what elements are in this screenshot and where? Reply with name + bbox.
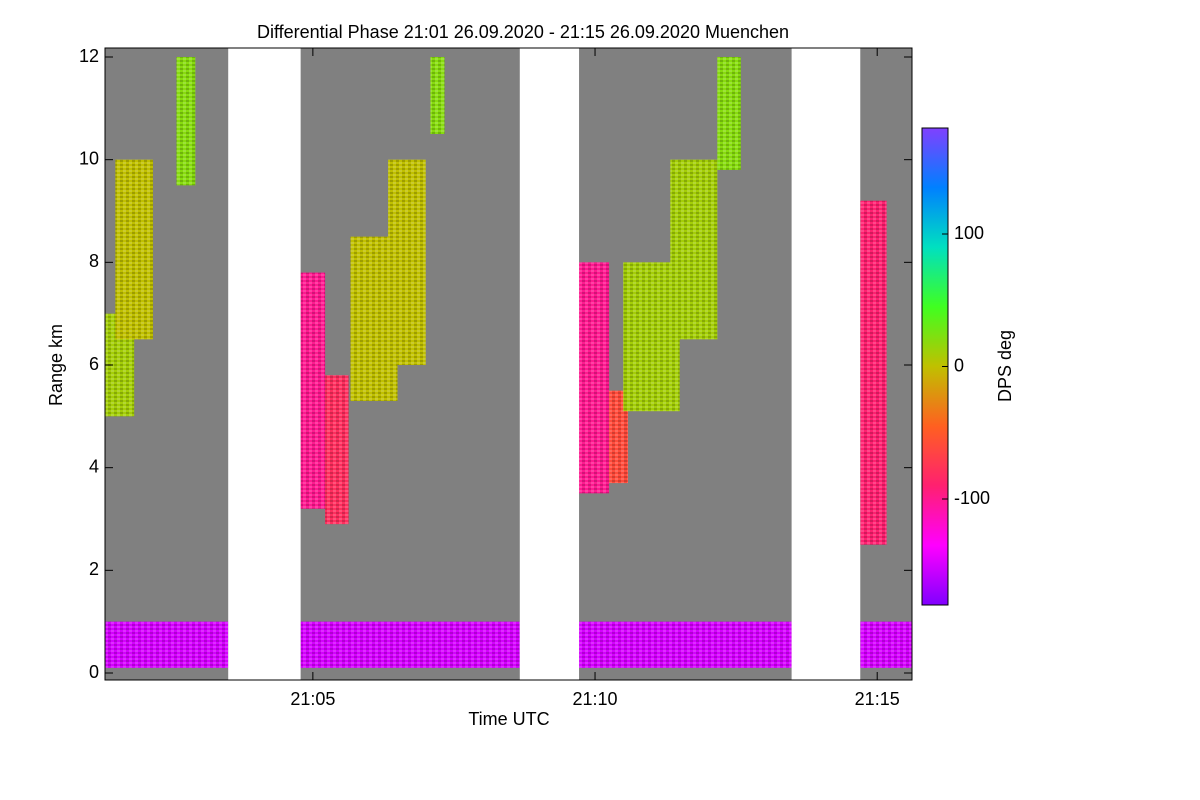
echo-texture [105,621,229,668]
colorbar-tick-label: -100 [954,488,990,508]
colorbar-label: DPS deg [995,330,1015,402]
echo-texture [579,621,792,668]
y-tick-label: 12 [79,46,99,66]
echo-texture [860,621,912,668]
echo-texture [115,159,153,340]
y-tick-label: 10 [79,148,99,168]
x-tick-label: 21:15 [855,689,900,709]
echo-texture [300,272,326,509]
data-gap [791,48,861,680]
data-gap [228,48,301,680]
colorbar-tick-label: 100 [954,223,984,243]
echo-texture [717,57,741,170]
echo-texture [325,375,349,525]
echo-texture [430,57,445,134]
plot-frame [104,47,913,681]
chart-title: Differential Phase 21:01 26.09.2020 - 21… [257,22,789,42]
y-tick-label: 2 [89,559,99,579]
y-axis-label: Range km [46,324,66,406]
echo-texture [579,262,610,494]
echo-texture [860,200,887,545]
x-axis-label: Time UTC [468,709,549,729]
x-tick-label: 21:05 [290,689,335,709]
y-tick-label: 6 [89,354,99,374]
y-tick-label: 0 [89,662,99,682]
echo-texture [300,621,520,668]
echo-texture [176,57,196,186]
echo-texture [609,390,628,484]
x-tick-label: 21:10 [573,689,618,709]
y-tick-label: 8 [89,251,99,271]
data-gap [519,48,580,680]
y-tick-label: 4 [89,456,99,476]
echo-texture [670,159,718,340]
plot-background [105,48,912,680]
colorbar-tick-label: 0 [954,355,964,375]
echo-texture [388,159,426,365]
